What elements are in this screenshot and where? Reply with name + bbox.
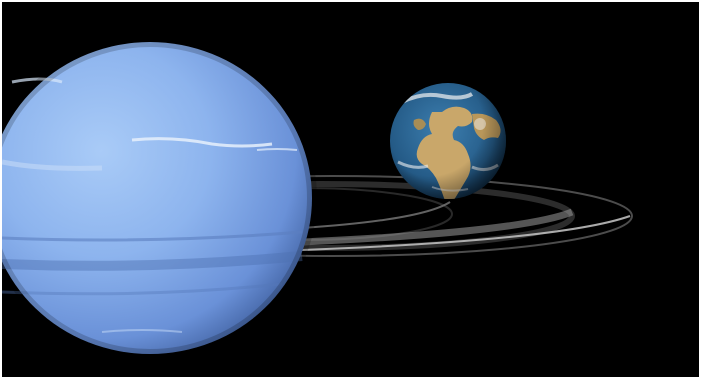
earth xyxy=(390,83,506,199)
blue-planet xyxy=(2,37,317,359)
ring-front xyxy=(301,201,631,251)
